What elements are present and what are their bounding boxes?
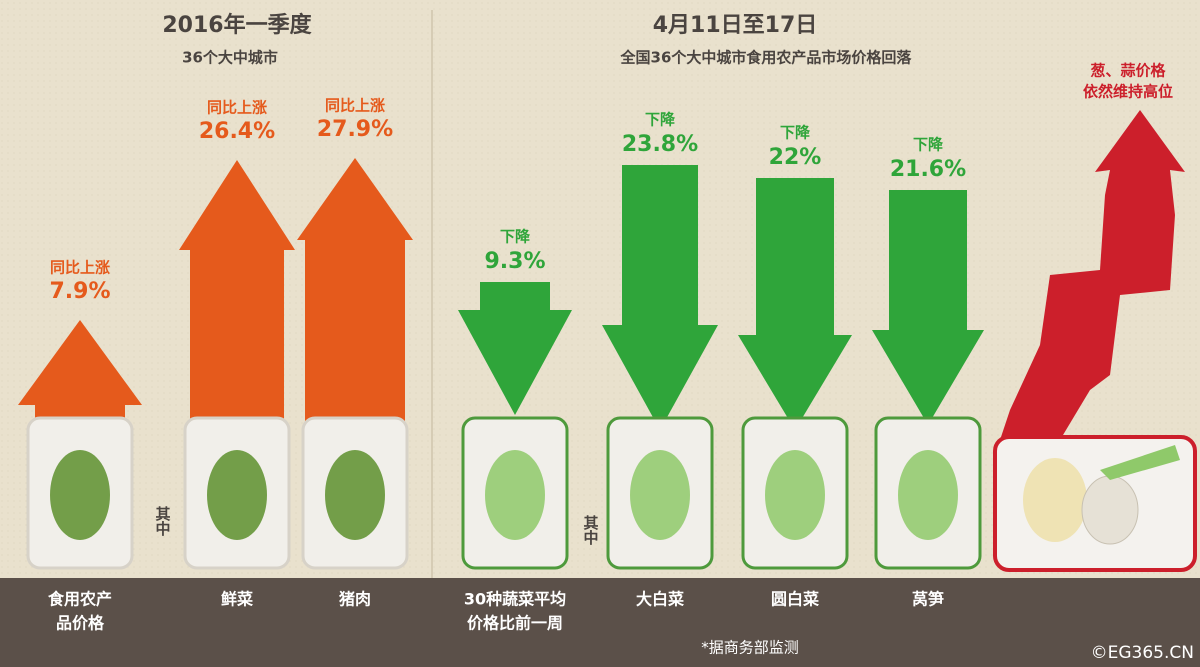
down-arrow xyxy=(602,165,718,430)
item-label: 猪肉 xyxy=(338,590,371,609)
item-label: 鲜菜 xyxy=(221,590,253,609)
change-label: 下降 xyxy=(780,124,811,142)
down-arrow xyxy=(872,190,984,425)
down-arrow xyxy=(738,178,852,430)
scallion xyxy=(1100,445,1180,480)
footer-band xyxy=(0,578,1200,667)
highlight-line: 依然维持高位 xyxy=(1083,83,1173,101)
onion xyxy=(1023,458,1087,542)
change-label: 同比上涨 xyxy=(207,99,267,117)
up-arrow xyxy=(297,158,413,430)
change-value: 21.6% xyxy=(890,157,966,182)
right-title: 4月11日至17日 xyxy=(653,13,818,38)
change-value: 7.9% xyxy=(49,279,110,304)
item-label: 品价格 xyxy=(56,614,105,633)
right-subtitle: 全国36个大中城市食用农产品市场价格回落 xyxy=(620,49,913,67)
change-value: 23.8% xyxy=(622,132,698,157)
red-arrow xyxy=(1000,110,1185,440)
change-value: 22% xyxy=(769,145,822,170)
credit: ©EG365.CN xyxy=(1091,643,1194,663)
highlight-line: 葱、蒜价格 xyxy=(1090,62,1166,80)
item-label: 30种蔬菜平均 xyxy=(464,590,566,609)
item-label: 食用农产 xyxy=(47,590,112,609)
up-arrow xyxy=(179,160,295,430)
change-value: 27.9% xyxy=(317,117,393,142)
change-label: 同比上涨 xyxy=(50,259,110,277)
item-label: 价格比前一周 xyxy=(467,614,563,633)
change-label: 下降 xyxy=(500,228,531,246)
note-left: 其中 xyxy=(154,505,172,537)
item-label: 大白菜 xyxy=(636,590,684,609)
left-title: 2016年一季度 xyxy=(162,12,312,38)
source-note: *据商务部监测 xyxy=(701,639,799,657)
change-value: 9.3% xyxy=(484,249,545,274)
item-image xyxy=(207,450,267,540)
up-arrow xyxy=(18,320,142,430)
note-right: 其中 xyxy=(582,514,600,546)
item-label: 圆白菜 xyxy=(771,590,819,609)
item-image xyxy=(765,450,825,540)
left-subtitle: 36个大中城市 xyxy=(182,49,278,67)
item-image xyxy=(630,450,690,540)
item-image xyxy=(325,450,385,540)
down-arrow xyxy=(458,282,572,415)
garlic xyxy=(1081,475,1139,545)
change-label: 同比上涨 xyxy=(325,97,385,115)
item-image xyxy=(898,450,958,540)
item-image xyxy=(50,450,110,540)
change-label: 下降 xyxy=(645,111,676,129)
item-label: 莴笋 xyxy=(912,590,944,609)
change-value: 26.4% xyxy=(199,119,275,144)
item-image xyxy=(485,450,545,540)
change-label: 下降 xyxy=(913,136,944,154)
